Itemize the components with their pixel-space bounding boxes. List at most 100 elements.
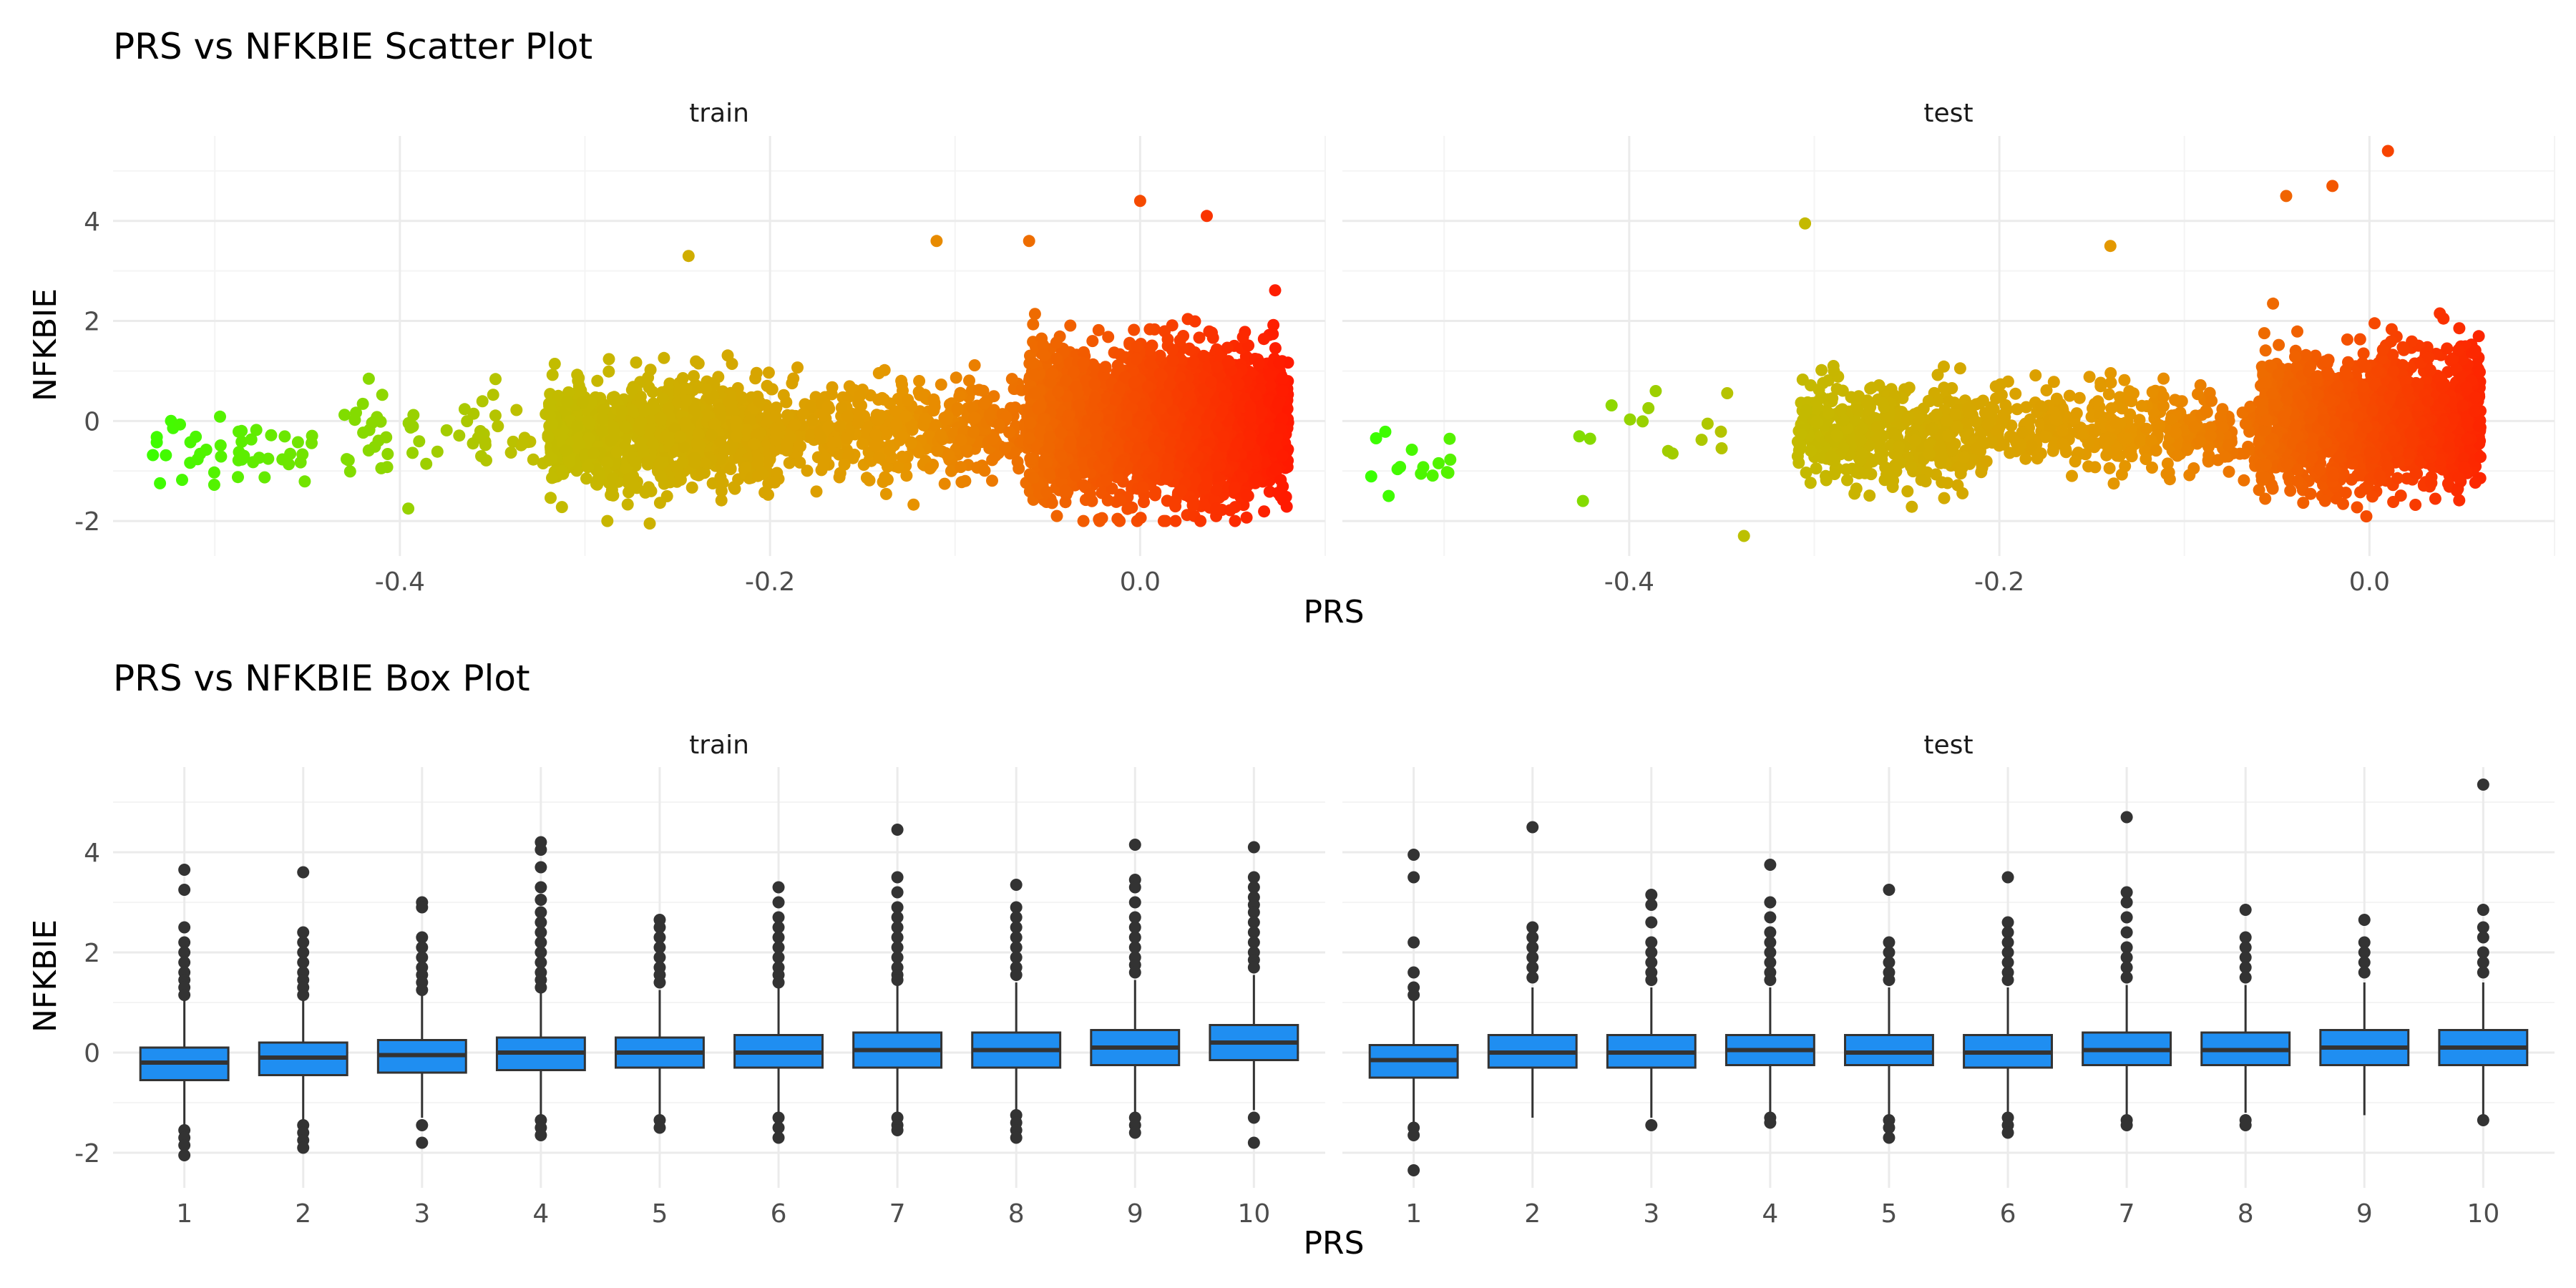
scatter-point [690,355,703,368]
scatter-point [548,358,561,370]
scatter-point [1052,386,1064,398]
scatter-point [1091,434,1103,447]
scatter-point [1027,357,1040,369]
scatter-point [1856,422,1869,435]
scatter-point [739,461,752,474]
scatter-point [1128,323,1141,336]
scatter-point [475,450,487,462]
scatter-point [972,384,985,396]
scatter-point [1003,426,1015,439]
scatter-point [1099,361,1112,374]
scatter-point [750,366,763,379]
scatter-point [1662,444,1674,457]
scatter-point [1166,343,1179,356]
scatter-point [713,453,726,466]
scatter-point [1055,450,1068,463]
scatter-point [1193,331,1206,344]
scatter-point [722,396,735,409]
scatter-point [1206,326,1218,339]
scatter-point [663,377,676,390]
scatter-point [1086,335,1099,348]
scatter-point [1951,479,1964,492]
scatter-point [619,421,632,434]
scatter-point [253,452,265,464]
scatter-point [829,436,841,449]
scatter-point [1886,481,1899,493]
scatter-point [580,472,592,485]
scatter-point [860,472,873,484]
scatter-point [1050,352,1063,365]
scatter-point [927,404,940,417]
scatter-point [1269,342,1282,355]
scatter-point [721,349,734,362]
scatter-point [561,396,574,409]
scatter-point [1236,331,1249,343]
scatter-x-tick-label: -0.2 [745,567,795,597]
scatter-point [1032,402,1044,415]
scatter-point [1204,408,1216,421]
scatter-point [1029,386,1041,399]
scatter-point [1257,333,1270,346]
scatter-point [2192,388,2204,401]
scatter-point [1057,467,1070,479]
scatter-point [658,351,670,364]
scatter-point [2118,374,2131,386]
scatter-point [977,397,990,410]
scatter-point [1584,432,1596,445]
scatter-point [1144,357,1156,370]
scatter-point [1092,323,1105,336]
scatter-point [1961,401,1974,414]
scatter-point [1070,469,1082,482]
scatter-point [1714,425,1727,438]
scatter-point [1134,512,1147,525]
scatter-point [1241,489,1254,502]
scatter-point [250,424,263,436]
scatter-point [602,365,615,378]
scatter-point [869,428,882,441]
scatter-point [1855,434,1867,447]
scatter-point [1715,442,1728,454]
scatter-point [1217,430,1230,443]
scatter-point [467,437,479,450]
scatter-point [467,407,480,420]
scatter-point [1167,354,1180,367]
scatter-point [375,462,388,474]
scatter-point [876,391,889,404]
scatter-point [1273,356,1286,369]
scatter-point [265,429,278,441]
scatter-point [1043,441,1055,454]
scatter-point [407,409,420,421]
scatter-point [700,383,713,396]
scatter-point [1926,422,1939,434]
scatter-point [283,458,296,471]
scatter-point [655,411,667,424]
scatter-point [879,471,892,484]
scatter-x-tick-label: -0.4 [1604,567,1654,597]
scatter-point [1201,210,1213,223]
scatter-point [978,464,991,477]
scatter-point [1837,441,1850,454]
scatter-point [940,413,953,426]
scatter-point [1219,390,1231,402]
scatter-point [927,393,940,406]
scatter-point [900,469,913,482]
scatter-point [154,477,167,489]
scatter-point [214,439,227,452]
scatter-point [233,425,245,438]
scatter-point [705,429,718,441]
scatter-point [527,453,540,466]
scatter-point [160,449,172,462]
scatter-point [1636,415,1649,428]
scatter-point [1870,421,1883,434]
scatter-point [1825,450,1838,462]
scatter-point [1417,461,1430,474]
scatter-point [730,430,743,442]
scatter-x-tick-label: 0.0 [1120,567,1161,597]
scatter-point [593,469,606,482]
scatter-point [1981,418,1994,431]
scatter-point [620,462,633,475]
scatter-point [1027,318,1040,331]
scatter-point [1128,376,1141,389]
scatter-point [679,416,692,429]
scatter-point [935,429,947,441]
